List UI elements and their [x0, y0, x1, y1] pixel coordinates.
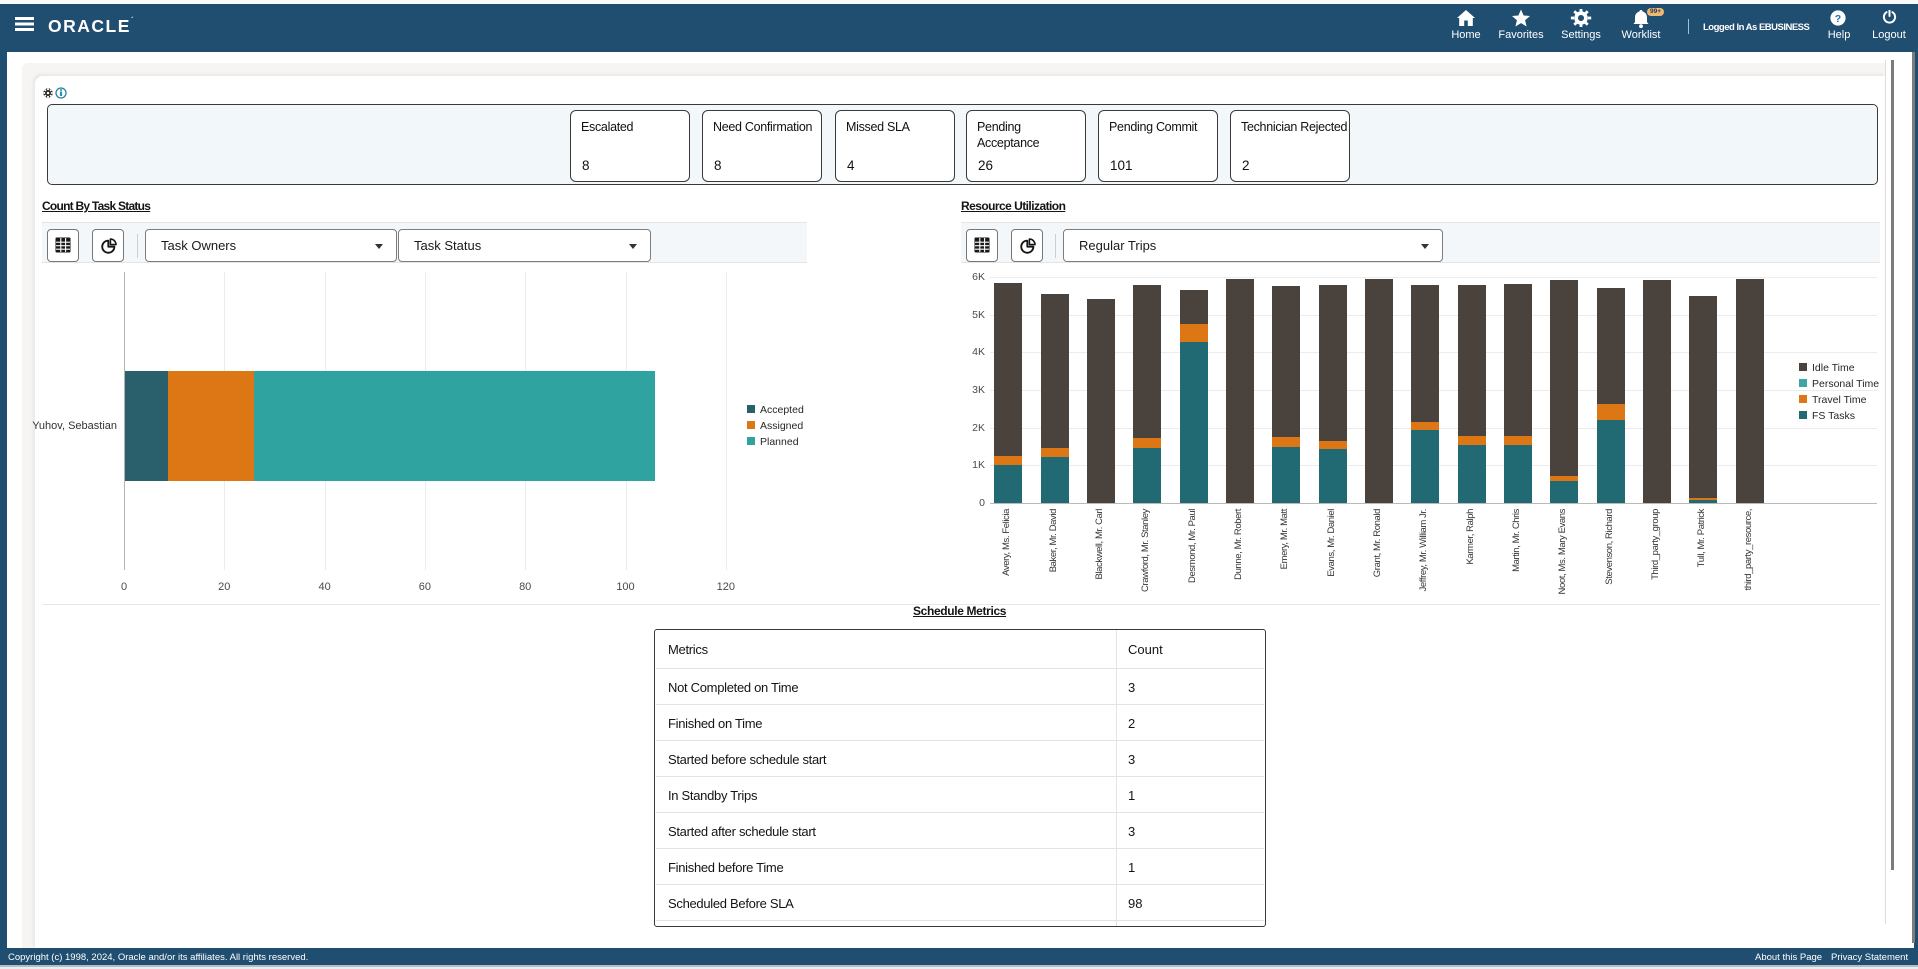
- svg-text:?: ?: [1835, 13, 1841, 25]
